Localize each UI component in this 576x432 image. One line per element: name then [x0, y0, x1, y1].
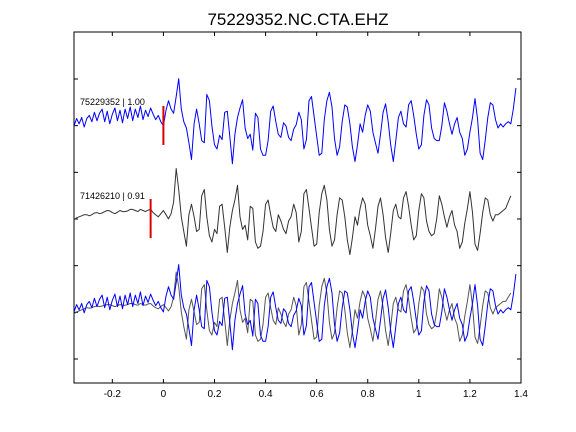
trace-line-1	[73, 78, 517, 165]
pick-markers	[149, 106, 165, 238]
x-tick-label: 1	[416, 389, 422, 400]
x-tick-label: 0	[161, 389, 167, 400]
trace-line-2	[73, 168, 512, 256]
x-tick-label: 0.4	[259, 389, 273, 400]
x-tick-label: 0.2	[208, 389, 222, 400]
x-tick-label: 1.2	[463, 389, 477, 400]
trace-line-3	[73, 271, 512, 349]
trace-label-1: 75229352 | 1.00	[80, 97, 145, 107]
x-axis-ticks: -0.2 0 0.2 0.4 0.6 0.8 1 1.2 1.4	[104, 32, 528, 400]
waveform-traces	[73, 78, 517, 351]
x-tick-label: -0.2	[104, 389, 122, 400]
chart-title: 75229352.NC.CTA.EHZ	[207, 10, 388, 29]
x-tick-label: 0.8	[361, 389, 375, 400]
trace-label-2: 71426210 | 0.91	[80, 191, 145, 201]
plot-area-frame	[73, 31, 522, 384]
x-tick-label: 0.6	[310, 389, 324, 400]
trace-line-4	[73, 264, 517, 351]
y-axis-ticks	[74, 78, 521, 360]
x-tick-label: 1.4	[514, 389, 528, 400]
